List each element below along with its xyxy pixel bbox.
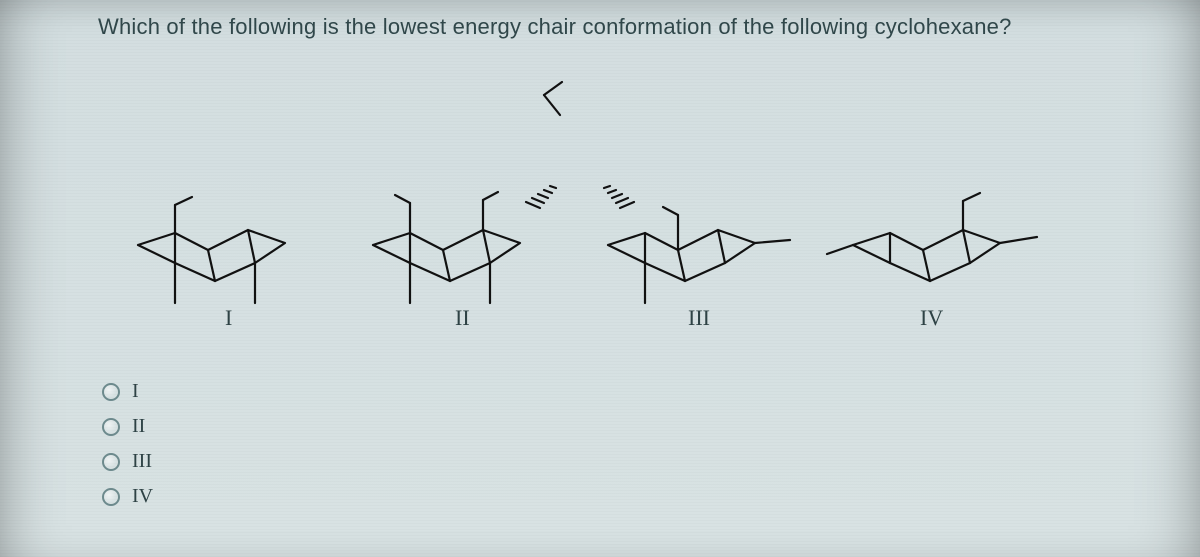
option-II[interactable]: II [102,415,153,438]
chair-structure-II [355,185,565,325]
radio-icon [102,453,120,471]
radio-icon [102,418,120,436]
question-text: Which of the following is the lowest ene… [98,14,1140,40]
chair-structure-IV [825,185,1055,325]
option-IV[interactable]: IV [102,485,153,508]
panel-label-II: II [455,305,470,331]
panel-label-IV: IV [920,305,943,331]
panel-label-III: III [688,305,710,331]
radio-icon [102,383,120,401]
panel-label-I: I [225,305,232,331]
option-label: IV [132,485,153,508]
option-III[interactable]: III [102,450,153,473]
option-label: III [132,450,152,473]
answer-options: I II III IV [102,380,153,508]
chair-structure-I [120,185,330,325]
option-label: I [132,380,139,403]
option-I[interactable]: I [102,380,153,403]
radio-icon [102,488,120,506]
option-label: II [132,415,145,438]
chair-structure-III [590,185,810,325]
diagram-area: I II III IV [0,55,1200,365]
quiz-screen: Which of the following is the lowest ene… [0,0,1200,557]
